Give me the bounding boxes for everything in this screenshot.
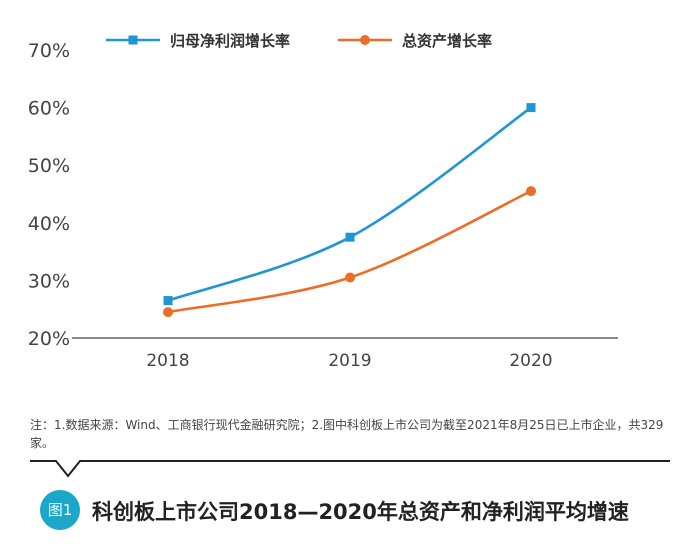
- y-tick-label: 40%: [28, 213, 70, 235]
- figure-title: 科创板上市公司2018—2020年总资产和净利润平均增速: [92, 500, 629, 524]
- divider-line: [30, 460, 670, 478]
- data-point-circle: [526, 186, 536, 197]
- x-tick-label: 2018: [146, 351, 189, 371]
- legend-marker-circle: [360, 35, 370, 45]
- line-chart: 归母净利润增长率 总资产增长率 20%30%40%50%60%70% 2018 20…: [28, 32, 618, 371]
- y-tick-label: 20%: [28, 328, 70, 350]
- legend-item: 总资产增长率: [338, 32, 492, 50]
- data-point-circle: [163, 307, 173, 318]
- legend-label: 归母净利润增长率: [170, 32, 290, 50]
- data-point-square: [163, 296, 173, 306]
- x-tick-label: 2019: [328, 351, 371, 371]
- chart-series: [163, 103, 536, 318]
- chart-legend: 归母净利润增长率 总资产增长率: [106, 32, 492, 50]
- legend-item: 归母净利润增长率: [106, 32, 290, 50]
- y-tick-label: 60%: [28, 98, 70, 120]
- series-1: [163, 103, 536, 306]
- data-point-square: [526, 103, 536, 113]
- data-point-square: [345, 232, 355, 242]
- figure-badge: 图1: [40, 490, 80, 530]
- legend-marker-square: [128, 35, 138, 45]
- data-point-circle: [345, 272, 355, 283]
- y-tick-label: 50%: [28, 155, 70, 177]
- y-tick-label: 30%: [28, 270, 70, 292]
- x-tick-label: 2020: [509, 351, 552, 371]
- legend-label: 总资产增长率: [402, 32, 492, 50]
- x-axis: 2018 2019 2020: [146, 351, 552, 371]
- series-2: [163, 186, 536, 318]
- y-axis: 20% 30% 40% 50% 60% 70%: [28, 40, 70, 350]
- footnote: 注：1.数据来源：Wind、工商银行现代金融研究院；2.图中科创板上市公司为截至…: [30, 418, 664, 450]
- y-tick-label: 70%: [28, 40, 70, 62]
